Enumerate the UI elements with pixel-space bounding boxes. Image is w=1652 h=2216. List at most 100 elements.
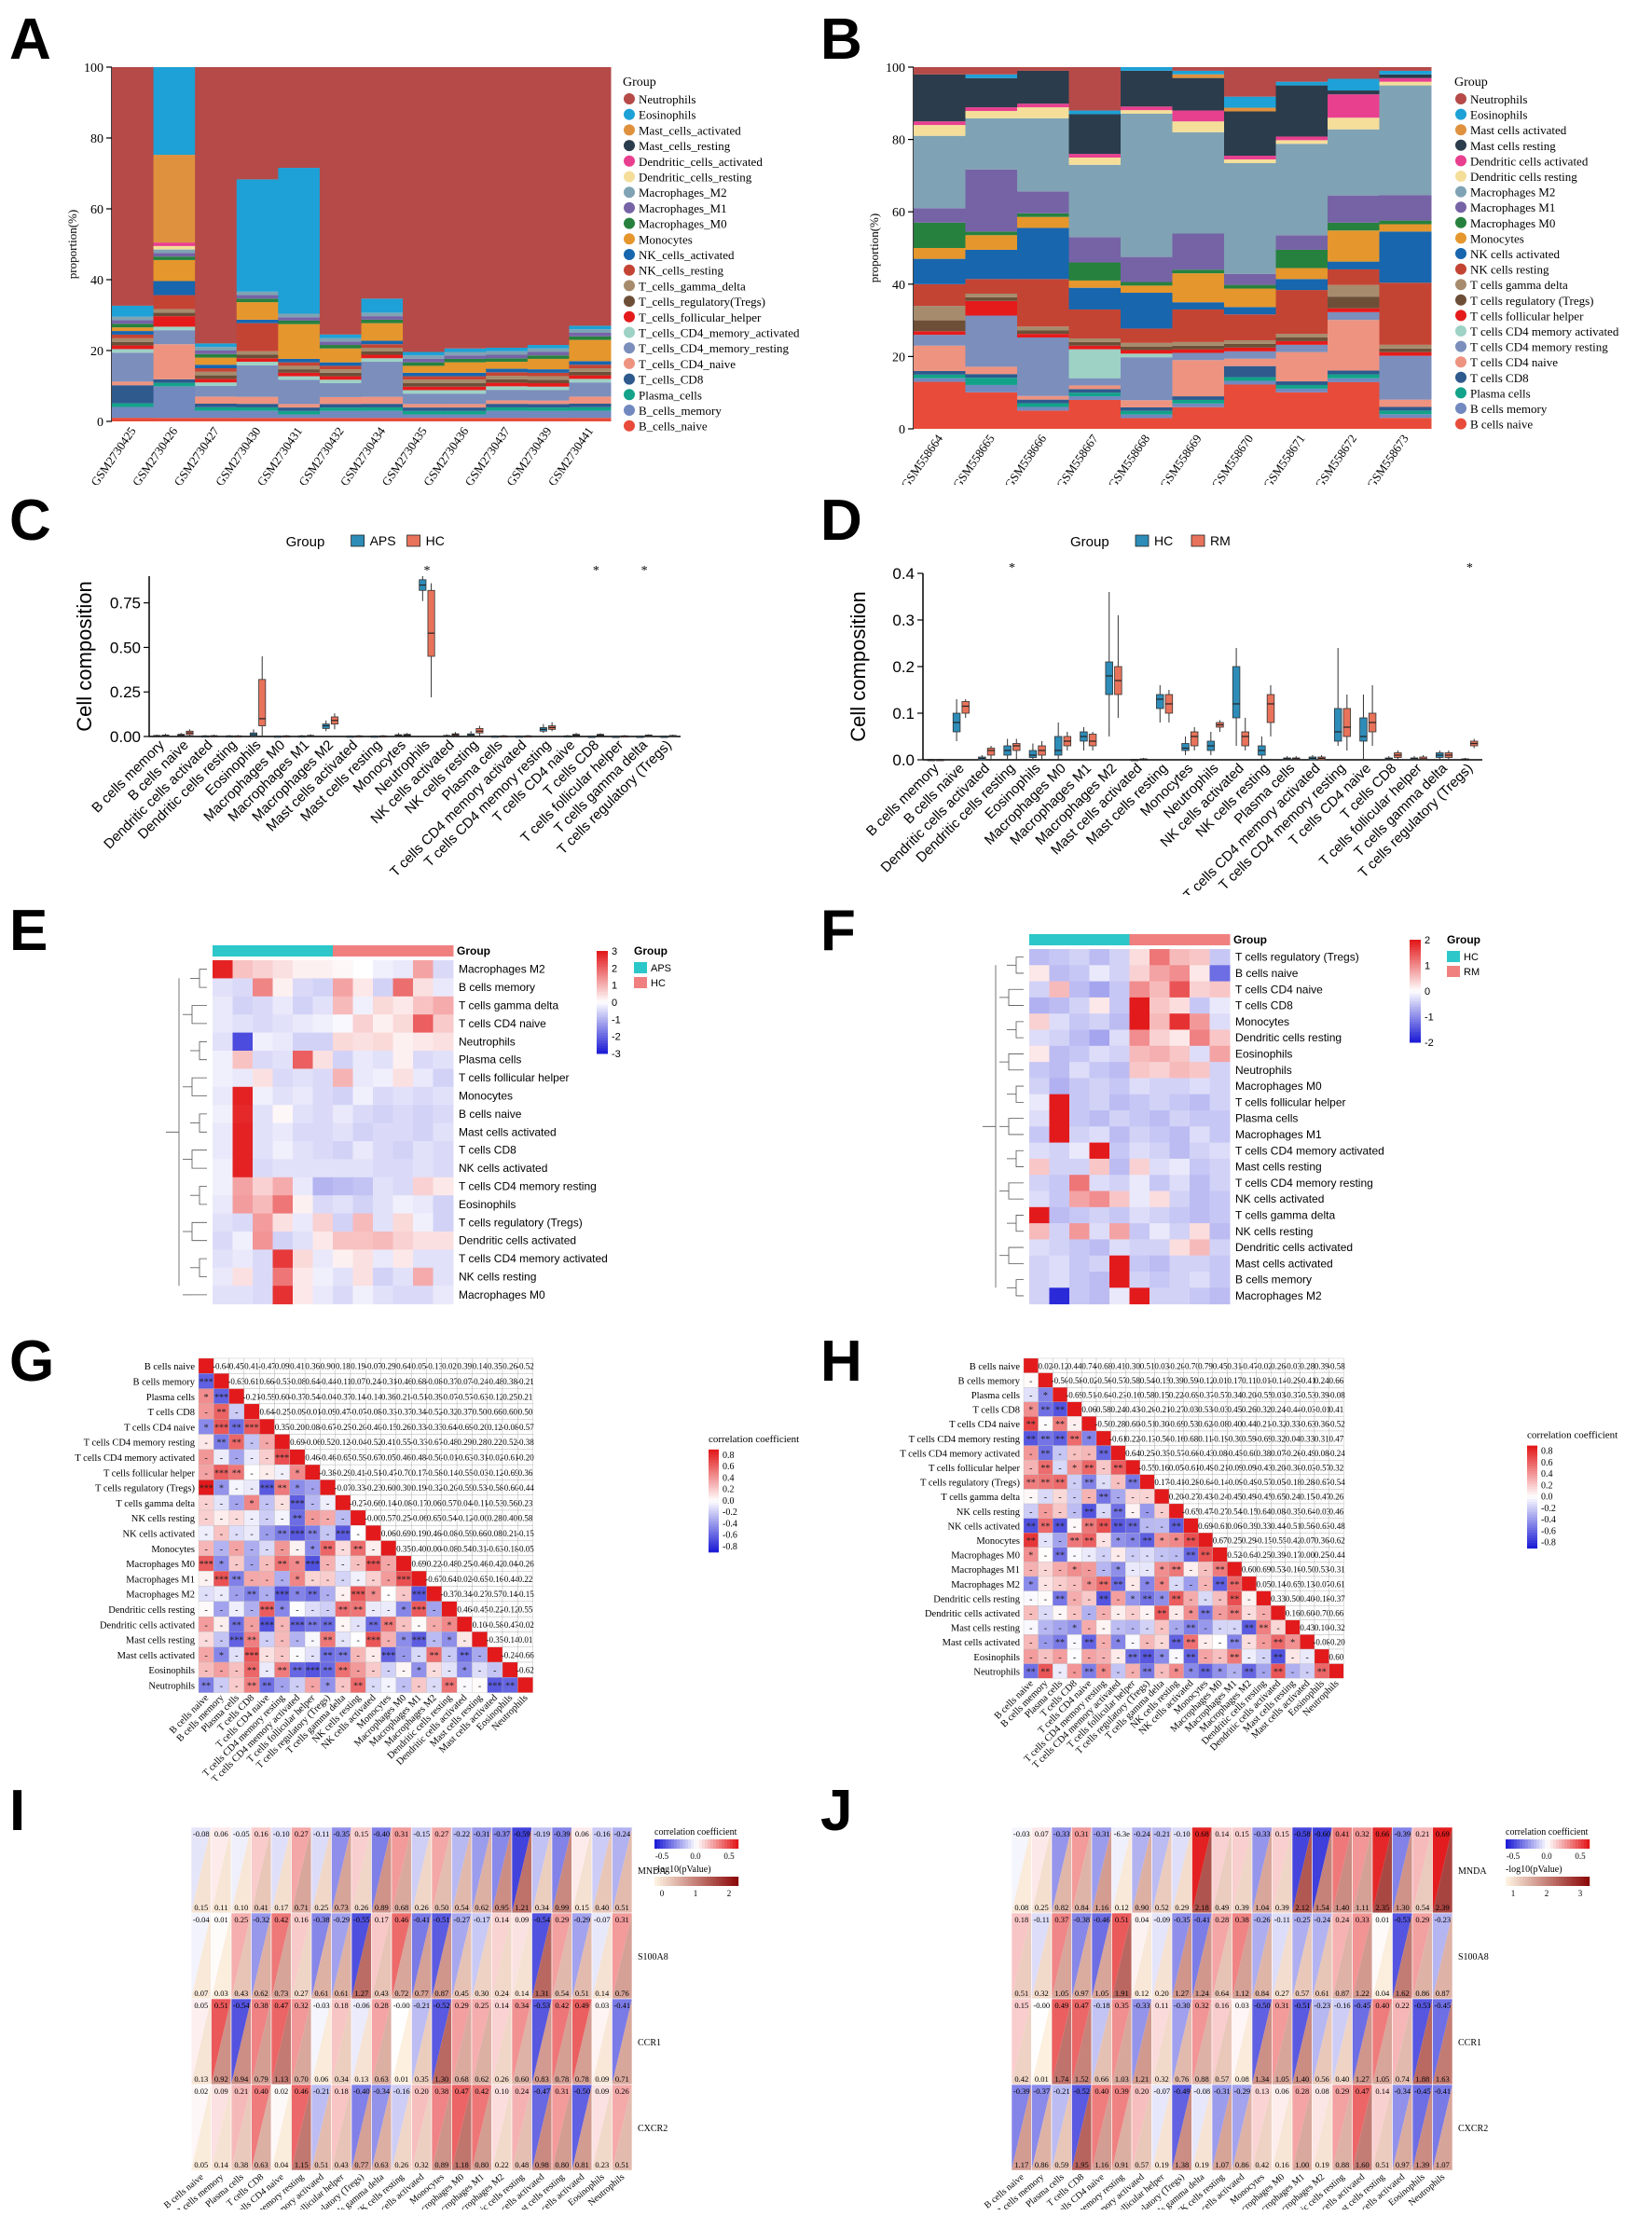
x-tick-label: GSM558666 — [1001, 432, 1049, 485]
panel-i-gene-correlation-heatmap: -0.080.150.060.11-0.050.100.160.41-0.100… — [162, 1826, 739, 2209]
significance-mark: - — [1102, 1609, 1105, 1619]
row-label: Dendritic cells activated — [100, 1620, 196, 1631]
heatmap-cell — [1109, 965, 1130, 983]
pvalue-value: 0.64 — [1215, 1989, 1230, 1998]
significance-mark: - — [1262, 1609, 1265, 1619]
color-scale-step — [1410, 1019, 1421, 1023]
correlation-value: 0.69 — [290, 1438, 305, 1447]
significance-mark: - — [1131, 1624, 1134, 1634]
significance-mark: - — [281, 1681, 283, 1691]
significance-mark: *** — [366, 1636, 380, 1646]
significance-mark: - — [1029, 1609, 1032, 1619]
heatmap-cell — [433, 1159, 454, 1178]
bar-segment — [1379, 195, 1432, 221]
correlation-value: -0.31 — [471, 1452, 489, 1462]
bar-segment — [569, 418, 612, 421]
pvalue-triangle — [1352, 1913, 1372, 1999]
diagonal-cell — [274, 1434, 290, 1450]
row-label: Eosinophils — [973, 1653, 1020, 1663]
correlation-value: 0.21 — [1415, 1829, 1429, 1838]
color-scale-step — [1528, 1877, 1532, 1886]
color-scale-step — [1410, 1034, 1421, 1038]
bar-segment — [1328, 261, 1380, 269]
correlation-value: -0.49 — [1174, 2086, 1191, 2096]
correlation-value: -0.06 — [304, 1438, 322, 1447]
correlation-value: -0.32 — [1270, 1420, 1287, 1429]
color-scale-tick: -0.6 — [1541, 1526, 1556, 1536]
legend-entry: T cells follicular helper — [1470, 309, 1584, 323]
legend-entry: Macrophages_M0 — [639, 217, 727, 231]
correlation-value: 0.03 — [595, 2001, 609, 2010]
correlation-value: 0.60 — [1300, 1609, 1315, 1618]
color-scale-step — [708, 1839, 711, 1849]
pvalue-triangle — [331, 1913, 351, 1999]
bar-segment — [569, 329, 612, 333]
color-scale-step — [713, 1839, 717, 1849]
correlation-value: -0.45 — [1434, 2001, 1451, 2010]
correlation-value: 0.28 — [1215, 1915, 1229, 1924]
correlation-value: 0.58 — [1125, 1376, 1140, 1385]
color-scale-step — [1410, 942, 1421, 945]
significance-mark: - — [1058, 1536, 1061, 1547]
bar-segment — [1379, 282, 1432, 345]
bar-segment — [486, 354, 529, 359]
correlation-value: 0.08 — [488, 1529, 502, 1538]
bar-segment — [1379, 355, 1432, 400]
pvalue-value: 0.87 — [434, 1989, 448, 1998]
bar-segment — [1379, 418, 1432, 429]
correlation-value: 0.41 — [1111, 1361, 1126, 1370]
bar-segment — [1068, 341, 1122, 346]
pvalue-value: 0.14 — [595, 1989, 610, 1998]
pvalue-triangle — [351, 1827, 372, 1913]
bar-segment — [486, 67, 529, 348]
pvalue-value: 0.90 — [1135, 1903, 1149, 1912]
significance-mark: ** — [1099, 1449, 1108, 1459]
significance-mark: ** — [1230, 1653, 1239, 1663]
correlation-value: 0.18 — [336, 1362, 351, 1371]
heatmap-cell — [352, 1267, 374, 1287]
significance-mark: - — [235, 1590, 238, 1601]
pvalue-triangle — [432, 2085, 452, 2170]
bar-segment — [195, 371, 238, 376]
heatmap-cell — [1109, 1045, 1130, 1063]
correlation-value: -0.47 — [533, 2086, 550, 2096]
correlation-value: -0.51 — [410, 1392, 428, 1401]
correlation-value: 0.41 — [244, 1362, 259, 1371]
significance-mark: - — [1058, 1653, 1061, 1663]
heatmap-cell — [213, 1141, 233, 1160]
heatmap-cell — [1049, 1206, 1070, 1224]
color-scale-step — [597, 1048, 608, 1052]
correlation-value: 0.03 — [1154, 1361, 1169, 1370]
color-scale-step — [709, 1449, 719, 1453]
heatmap-cell — [272, 1051, 294, 1069]
correlation-value: 0.41 — [381, 1438, 396, 1447]
annotation-cell — [1150, 934, 1170, 945]
bar-segment — [1121, 70, 1173, 107]
bar-segment — [195, 351, 238, 354]
pvalue-triangle — [1372, 1827, 1393, 1913]
pvalue-triangle — [231, 1913, 252, 1999]
row-label: Dendritic cells resting — [108, 1605, 195, 1616]
pvalue-triangle — [1312, 1999, 1332, 2085]
significance-mark: - — [266, 1438, 268, 1449]
diagonal-cell — [1314, 1648, 1329, 1664]
legend-swatch — [1455, 263, 1466, 275]
correlation-value: 0.16 — [295, 1915, 309, 1924]
color-scale-step — [1536, 1877, 1540, 1886]
heatmap-cell — [1049, 1239, 1070, 1257]
heatmap-cell — [253, 1032, 273, 1052]
color-scale-step — [709, 1475, 719, 1479]
bar-segment — [486, 376, 529, 379]
heatmap-cell — [312, 1122, 334, 1142]
correlation-value: 0.05 — [411, 1362, 426, 1371]
correlation-value: 0.32 — [1257, 1405, 1272, 1414]
significance-mark: - — [463, 1636, 466, 1646]
correlation-value: -0.11 — [471, 1498, 488, 1507]
panel-j-gene-correlation-heatmap: -0.030.080.070.25-0.330.820.310.84-0.311… — [983, 1826, 1590, 2209]
bar-segment — [236, 67, 279, 180]
diagonal-cell — [289, 1449, 306, 1466]
correlation-value: -0.37 — [334, 1392, 351, 1401]
heatmap-cell — [272, 1105, 294, 1124]
color-scale-step — [597, 984, 608, 987]
